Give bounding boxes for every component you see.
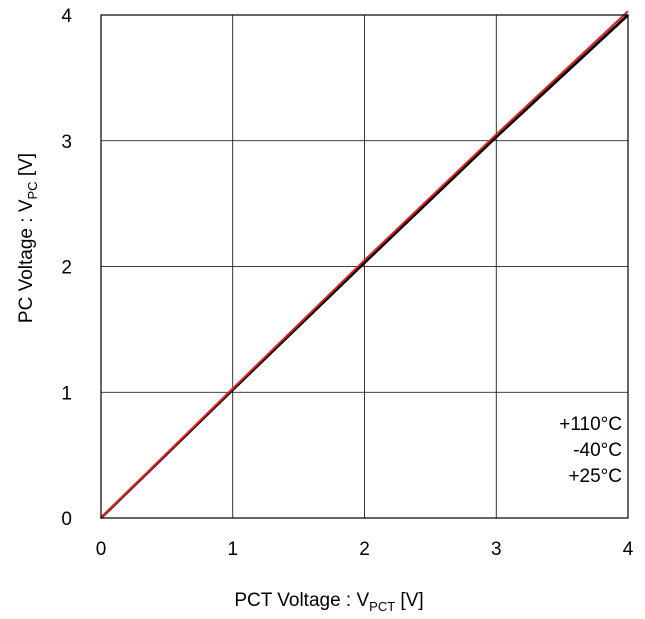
y-tick-label: 1	[61, 383, 72, 404]
plot-frame	[100, 14, 629, 519]
y-axis-label-main: PC Voltage : V	[16, 199, 37, 323]
x-tick-label: 0	[96, 539, 107, 560]
x-tick-label: 4	[623, 539, 634, 560]
x-axis-label-sub: PCT	[369, 599, 395, 614]
y-tick-label: 0	[61, 509, 72, 530]
legend-label: +25°C	[568, 466, 622, 487]
x-tick-label: 1	[227, 539, 238, 560]
legend-label: -40°C	[573, 440, 622, 461]
legend: +110°C -40°C +25°C	[559, 414, 622, 487]
y-tick-label: 2	[61, 258, 72, 279]
y-axis-label: PC Voltage : VPC [V]	[16, 153, 40, 323]
y-tick-label: 3	[61, 132, 72, 153]
tick-labels: 0 1 2 3 4 0 1 2 3 4	[61, 6, 633, 560]
y-tick-label: 4	[61, 6, 72, 27]
legend-label: +110°C	[559, 414, 622, 435]
series-line-2	[100, 10, 629, 519]
series-layer	[100, 10, 629, 519]
x-axis-label-main: PCT Voltage : V	[234, 590, 369, 611]
x-tick-label: 2	[359, 539, 370, 560]
x-axis-label: PCT Voltage : VPCT [V]	[234, 590, 423, 614]
x-tick-label: 3	[491, 539, 502, 560]
y-axis-label-sub: PC	[25, 181, 40, 199]
x-axis-label-suffix: [V]	[395, 590, 424, 611]
grid	[101, 15, 628, 518]
y-axis-label-suffix: [V]	[16, 153, 37, 182]
